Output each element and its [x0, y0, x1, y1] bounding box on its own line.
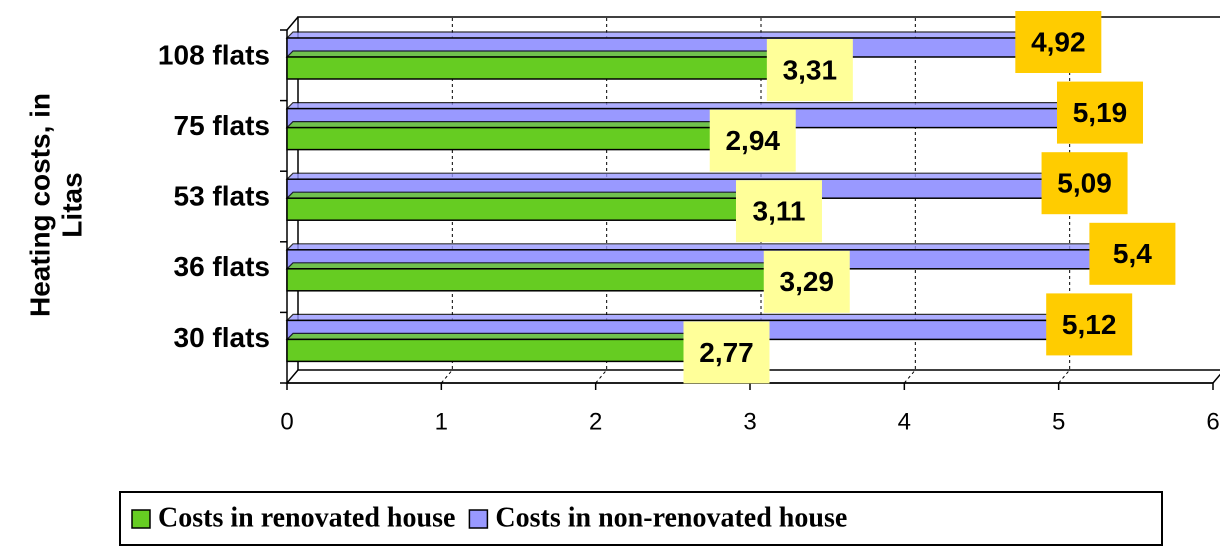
- value-label-text: 5,09: [1057, 168, 1112, 199]
- bar: [285, 120, 749, 152]
- category-label: 75 flats: [174, 110, 271, 141]
- value-label-text: 4,92: [1031, 26, 1086, 57]
- category-label: 53 flats: [174, 181, 271, 212]
- value-label-text: 3,11: [753, 196, 806, 227]
- bar: [285, 49, 806, 81]
- x-tick-label: 0: [280, 408, 293, 435]
- bar-face: [286, 197, 768, 221]
- value-label: 2,77: [683, 321, 770, 384]
- value-label: 5,12: [1046, 293, 1133, 356]
- legend-swatch: [131, 509, 151, 529]
- category-label: 30 flats: [174, 322, 271, 353]
- value-label-box: [709, 109, 796, 172]
- value-label: 2,94: [709, 109, 796, 172]
- value-label: 5,09: [1041, 152, 1128, 215]
- value-label-box: [1056, 81, 1143, 144]
- x-tick-label: 4: [898, 408, 911, 435]
- x-tick-label: 3: [743, 408, 756, 435]
- value-label-box: [1046, 293, 1133, 356]
- value-label-box: [1089, 222, 1176, 285]
- value-label: 4,92: [1015, 11, 1102, 73]
- value-label: 3,29: [763, 250, 850, 313]
- value-label: 3,31: [766, 39, 853, 101]
- y-axis-title: Litas: [56, 172, 87, 237]
- value-label: 3,11: [735, 180, 822, 243]
- value-label-box: [763, 250, 850, 313]
- value-label: 5,4: [1089, 222, 1176, 285]
- bar-face: [286, 56, 799, 80]
- bar-top: [285, 313, 1085, 321]
- value-label-text: 5,19: [1073, 97, 1128, 128]
- value-label-text: 5,4: [1113, 238, 1152, 269]
- x-tick-label: 1: [435, 408, 448, 435]
- x-tick-label: 6: [1206, 408, 1219, 435]
- bar: [285, 261, 803, 293]
- y-axis-title: Heating costs, in: [24, 93, 55, 317]
- grid-line: [903, 17, 916, 384]
- bar: [285, 190, 775, 222]
- value-label-box: [735, 180, 822, 243]
- x-tick-label: 5: [1052, 408, 1065, 435]
- bar-face: [286, 268, 796, 292]
- value-label-box: [1041, 152, 1128, 215]
- value-label-text: 5,12: [1062, 309, 1117, 340]
- bar-top: [285, 332, 722, 340]
- value-label-box: [683, 321, 770, 384]
- legend-swatch: [468, 509, 489, 529]
- value-label-box: [1015, 11, 1102, 73]
- legend-label: Costs in non-renovated house: [495, 502, 847, 533]
- bar-top: [285, 50, 806, 58]
- bar-top: [285, 120, 749, 129]
- bar-top: [285, 31, 1054, 39]
- value-label: 5,19: [1056, 81, 1143, 144]
- bar-face: [286, 338, 716, 363]
- category-label: 108 flats: [158, 39, 270, 70]
- bar-top: [285, 172, 1081, 180]
- bar-top: [285, 262, 803, 270]
- x-tick-label: 2: [589, 408, 602, 435]
- left-wall-edge: [286, 16, 299, 31]
- legend-box: [119, 491, 1163, 546]
- value-label-text: 2,77: [699, 337, 754, 368]
- bar-top: [285, 191, 775, 199]
- value-label-text: 3,31: [783, 54, 838, 85]
- value-label-box: [766, 39, 853, 101]
- category-label: 36 flats: [174, 251, 271, 282]
- bar-face: [286, 126, 742, 151]
- legend-label: Costs in renovated house: [158, 502, 455, 533]
- bar-top: [285, 101, 1096, 110]
- bar-top: [285, 243, 1128, 251]
- value-label-text: 3,29: [780, 266, 835, 297]
- bar: [285, 331, 722, 363]
- value-label-text: 2,94: [725, 125, 780, 156]
